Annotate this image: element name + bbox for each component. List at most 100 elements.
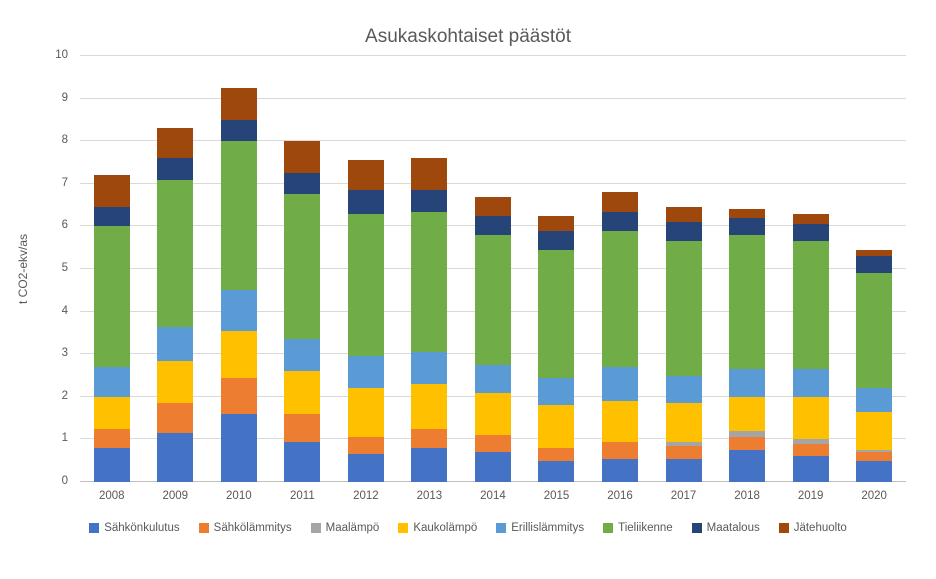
bar-segment-tieliikenne: [729, 234, 766, 370]
bar-segment-erillislämmitys: [93, 367, 130, 397]
bar-segment-tieliikenne: [602, 230, 639, 367]
x-tick-label: 2009: [162, 490, 189, 502]
x-tick-label: 2019: [797, 490, 824, 502]
legend-swatch-icon: [198, 523, 209, 533]
bar-segment-erillislämmitys: [538, 377, 575, 406]
stacked-bar-2010: [220, 87, 257, 482]
bar-segment-jätehuolto: [220, 87, 257, 120]
stacked-bar-2015: [538, 215, 575, 482]
bar-segment-maatalous: [220, 119, 257, 142]
bar-segment-sähkönkulutus: [284, 441, 321, 482]
bar-segment-sähkönkulutus: [856, 460, 893, 482]
bar-segment-maalämpö: [665, 441, 702, 446]
gridline: [80, 140, 906, 142]
bar-segment-maatalous: [347, 190, 384, 214]
bar-slot-2014: [461, 56, 525, 482]
chart-title: Asukaskohtaiset päästöt: [365, 26, 571, 47]
bar-segment-jätehuolto: [474, 196, 511, 216]
bar-slot-2016: [588, 56, 652, 482]
bar-segment-sähkönkulutus: [347, 454, 384, 482]
legend-item-jätehuolto: Jätehuolto: [778, 522, 847, 534]
stacked-bar-2014: [474, 196, 511, 482]
bar-segment-jätehuolto: [729, 209, 766, 218]
y-tick-label: 2: [61, 389, 68, 402]
legend-label: Erillislämmitys: [511, 522, 585, 534]
legend-label: Tieliikenne: [618, 522, 673, 534]
bar-segment-kaukolämpö: [284, 371, 321, 414]
bar-segment-erillislämmitys: [474, 364, 511, 393]
bar-segment-tieliikenne: [856, 273, 893, 389]
bar-segment-jätehuolto: [538, 215, 575, 231]
y-tick-label: 7: [61, 176, 68, 189]
x-tick-label: 2011: [289, 490, 315, 502]
bar-segment-kaukolämpö: [411, 384, 448, 429]
x-tick-label: 2015: [543, 490, 570, 502]
bar-segment-maatalous: [284, 173, 321, 195]
bar-segment-sähkölämmitys: [220, 377, 257, 414]
bar-segment-erillislämmitys: [665, 375, 702, 404]
bar-segment-jätehuolto: [856, 249, 893, 257]
stacked-bar-2017: [665, 207, 702, 482]
x-tick-label: 2017: [670, 490, 697, 502]
legend-item-erillislämmitys: Erillislämmitys: [496, 522, 584, 534]
x-tick-label: 2012: [353, 490, 379, 502]
bar-segment-kaukolämpö: [792, 396, 829, 440]
bar-segment-tieliikenne: [93, 226, 130, 368]
y-tick-label: 9: [61, 91, 68, 104]
bar-segment-erillislämmitys: [411, 352, 448, 385]
bar-segment-kaukolämpö: [856, 411, 893, 451]
legend-swatch-icon: [89, 523, 100, 533]
stacked-bar-2012: [347, 160, 384, 482]
bar-segment-jätehuolto: [347, 160, 384, 191]
bar-segment-tieliikenne: [411, 211, 448, 353]
bar-slot-2010: [207, 56, 271, 482]
bar-segment-kaukolämpö: [602, 401, 639, 442]
bar-segment-kaukolämpö: [665, 403, 702, 442]
y-tick-label: 1: [61, 432, 68, 445]
bar-segment-tieliikenne: [220, 141, 257, 291]
bar-segment-maatalous: [792, 224, 829, 242]
bar-segment-kaukolämpö: [220, 330, 257, 378]
bar-segment-sähkölämmitys: [538, 447, 575, 461]
legend-swatch-icon: [603, 523, 614, 533]
bar-slot-2020: [842, 56, 906, 482]
bar-segment-jätehuolto: [665, 207, 702, 223]
y-tick-label: 6: [61, 219, 68, 232]
y-tick-label: 3: [61, 347, 68, 360]
bar-segment-maalämpö: [729, 430, 766, 438]
bar-segment-sähkölämmitys: [157, 403, 194, 434]
bar-segment-sähkönkulutus: [411, 447, 448, 482]
gridline: [80, 55, 906, 56]
bar-segment-maatalous: [602, 211, 639, 231]
bar-segment-maatalous: [411, 190, 448, 212]
bar-segment-sähkölämmitys: [602, 441, 639, 459]
bar-segment-tieliikenne: [347, 213, 384, 357]
bar-segment-tieliikenne: [538, 249, 575, 378]
bar-segment-maatalous: [474, 215, 511, 235]
bar-segment-erillislämmitys: [284, 339, 321, 372]
x-axis-tick-labels: 2008 2009 2010 2011 2012 2013 2014 2015 2016 2017…: [80, 490, 906, 502]
x-tick-label: 2008: [98, 490, 125, 502]
bar-segment-sähkölämmitys: [856, 452, 893, 461]
legend-label: Sähkönkulutus: [104, 522, 180, 534]
bar-slot-2013: [398, 56, 462, 482]
gridline: [80, 97, 906, 99]
bar-segment-kaukolämpö: [347, 388, 384, 438]
legend-item-sähkönkulutus: Sähkönkulutus: [89, 522, 180, 534]
bar-segment-jätehuolto: [93, 175, 130, 208]
stacked-bar-2009: [157, 128, 194, 482]
bar-segment-sähkönkulutus: [220, 413, 257, 482]
x-tick-label: 2014: [480, 490, 506, 502]
legend-swatch-icon: [398, 523, 409, 533]
bar-segment-tieliikenne: [474, 234, 511, 365]
bar-segment-erillislämmitys: [856, 388, 893, 412]
bar-segment-sähkönkulutus: [93, 447, 130, 482]
bar-slot-2009: [144, 56, 208, 482]
bar-segment-maalämpö: [792, 439, 829, 444]
bar-segment-sähkönkulutus: [474, 452, 511, 482]
stacked-bar-2011: [284, 141, 321, 482]
stacked-bar-2018: [729, 209, 766, 482]
y-tick-label: 8: [61, 134, 68, 147]
bar-segment-maatalous: [157, 158, 194, 180]
